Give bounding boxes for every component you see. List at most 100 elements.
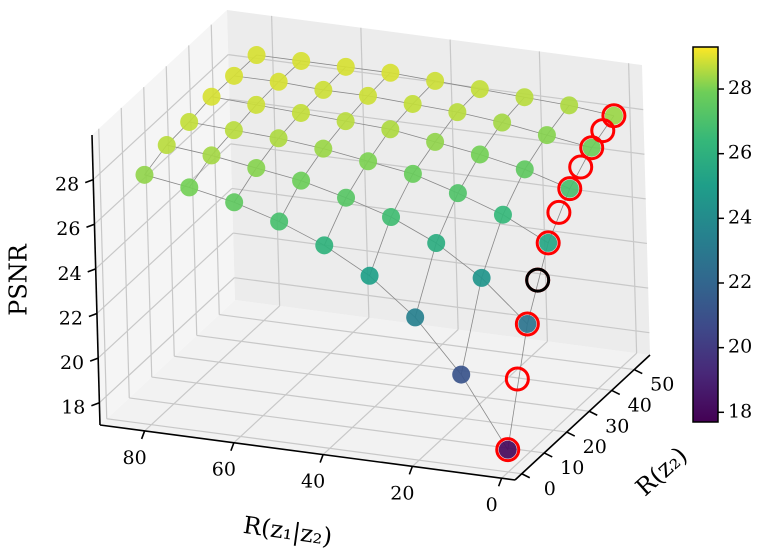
point <box>336 57 355 76</box>
point <box>381 120 400 139</box>
y-tick-label: 50 <box>650 374 674 396</box>
y-tick-label: 10 <box>560 457 584 479</box>
point <box>314 139 333 158</box>
y-tick <box>588 410 598 416</box>
grid-line <box>165 66 175 357</box>
colorbar-tick-label: 24 <box>728 206 752 228</box>
wire <box>435 193 459 244</box>
x-tick <box>497 477 503 487</box>
point <box>315 236 334 255</box>
z-tick <box>91 401 100 407</box>
point <box>381 63 400 82</box>
wire <box>526 242 549 325</box>
grid-line <box>322 329 459 456</box>
grid-line <box>411 340 548 467</box>
z-tick <box>86 223 95 228</box>
grid-line <box>95 143 232 270</box>
point <box>560 96 579 115</box>
y-tick-label: 0 <box>544 478 556 500</box>
y-axis <box>514 354 651 481</box>
z-tick <box>88 312 98 318</box>
z-tick-label: 20 <box>60 352 84 374</box>
grid-line <box>94 98 230 225</box>
wire <box>507 323 528 450</box>
x-tick <box>408 466 414 475</box>
point <box>470 145 489 164</box>
point <box>269 72 288 91</box>
point <box>426 71 445 90</box>
point <box>225 193 244 212</box>
x-tick-label: 40 <box>301 471 325 493</box>
point <box>537 126 556 145</box>
point <box>472 268 491 287</box>
x-tick-label: 20 <box>390 482 414 504</box>
point <box>426 132 445 151</box>
point <box>358 86 377 105</box>
highlight-ring <box>546 199 572 225</box>
y-tick <box>566 431 576 437</box>
wire <box>414 317 462 375</box>
grid-line <box>219 313 635 371</box>
grid-line <box>143 87 153 378</box>
grid-line <box>92 54 229 181</box>
grid-line <box>151 376 567 433</box>
point <box>403 94 422 113</box>
wire <box>435 242 482 279</box>
point <box>560 179 579 198</box>
colorbar-tick-label: 26 <box>728 142 752 164</box>
x-tick-label: 0 <box>486 494 498 516</box>
grid-line <box>144 305 281 432</box>
point <box>470 80 489 99</box>
y-tick-label: 30 <box>605 415 629 437</box>
grid-line <box>233 317 370 444</box>
point <box>498 440 517 459</box>
point <box>427 234 446 253</box>
point <box>225 66 244 85</box>
point <box>314 80 333 99</box>
z-tick <box>89 357 99 362</box>
y-tick-label: 40 <box>628 394 652 416</box>
grid-line <box>196 334 612 392</box>
colorbar-tick-label: 28 <box>728 77 752 99</box>
grid-line <box>271 15 281 306</box>
y-tick <box>633 368 643 375</box>
point <box>359 152 378 171</box>
point <box>135 165 154 184</box>
point <box>202 87 221 106</box>
x-tick-label: 60 <box>212 459 236 481</box>
grid-line <box>98 277 235 404</box>
selected-ring <box>525 267 551 293</box>
grid-line <box>106 418 522 475</box>
y-axis-label: R(z₂) <box>630 441 693 501</box>
wire <box>481 214 504 279</box>
x-tick <box>319 454 324 463</box>
point <box>382 208 401 227</box>
point <box>539 233 558 252</box>
point <box>336 112 355 131</box>
highlight-ring <box>495 437 521 463</box>
point <box>202 146 221 165</box>
y-tick <box>611 389 621 396</box>
point <box>269 129 288 148</box>
point <box>270 212 289 231</box>
wire <box>414 242 437 318</box>
wire <box>369 275 416 318</box>
highlight-ring <box>535 230 561 256</box>
x-tick-label: 80 <box>123 447 147 469</box>
back-pane <box>227 10 650 355</box>
z-tick <box>84 178 94 184</box>
point <box>515 160 534 179</box>
grid-line <box>449 39 459 330</box>
grid-line <box>96 188 233 314</box>
point <box>452 365 471 384</box>
z-tick <box>87 268 96 273</box>
x-axis-label: R(z₁|z₂) <box>241 511 334 552</box>
wire <box>460 277 483 375</box>
point <box>493 205 512 224</box>
grid-line <box>120 107 130 398</box>
point <box>448 103 467 122</box>
point <box>515 88 534 107</box>
x-tick <box>230 442 235 452</box>
point <box>292 171 311 190</box>
z-tick-label: 28 <box>55 174 79 196</box>
